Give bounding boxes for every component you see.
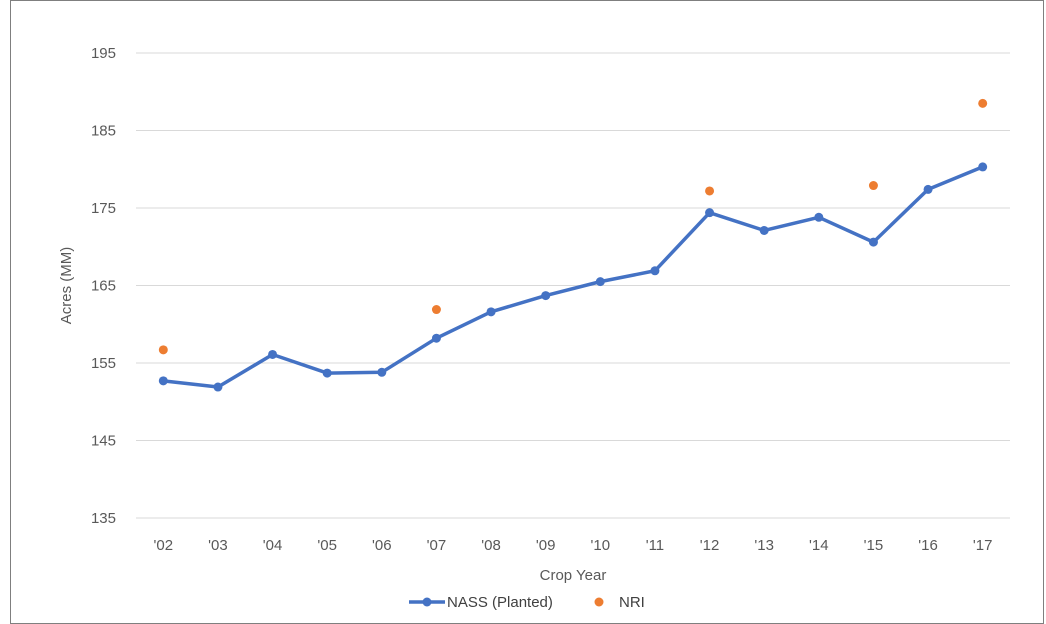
y-tick-label: 185: [91, 123, 116, 140]
series-nass-planted: [158, 162, 988, 392]
x-tick-label: '16: [918, 537, 938, 554]
x-tick-label: '04: [263, 537, 283, 554]
x-tick-label: '02: [154, 537, 174, 554]
x-tick-label: '08: [481, 537, 501, 554]
y-axis-tick-labels: 135 145 155 165 175 185 195: [91, 45, 116, 527]
x-tick-label: '15: [864, 537, 884, 554]
x-axis-tick-labels: '02 '03 '04 '05 '06 '07 '08 '09 '10 '11 '12 '13 '14 '…: [154, 537, 993, 554]
y-axis-title: Acres (MM): [58, 247, 75, 325]
x-tick-label: '13: [754, 537, 774, 554]
series-layer: [158, 98, 988, 392]
legend-swatch-marker: [422, 597, 432, 607]
data-point: [541, 291, 551, 301]
x-tick-label: '14: [809, 537, 829, 554]
data-point: [978, 162, 988, 172]
chart-frame: [10, 0, 1044, 624]
legend-swatch-marker: [594, 597, 604, 607]
x-axis-title: Crop Year: [540, 567, 607, 584]
x-tick-label: '11: [646, 537, 664, 554]
data-point: [158, 345, 168, 355]
data-point: [486, 307, 496, 317]
data-point: [978, 98, 988, 108]
data-point: [322, 368, 332, 378]
data-point: [213, 382, 223, 392]
x-tick-label: '07: [427, 537, 447, 554]
data-point: [158, 376, 168, 386]
x-tick-label: '06: [372, 537, 392, 554]
data-point: [759, 225, 769, 235]
data-point: [650, 266, 660, 276]
legend-label: NASS (Planted): [447, 594, 553, 611]
x-tick-label: '09: [536, 537, 556, 554]
data-point: [431, 333, 441, 343]
y-tick-label: 195: [91, 45, 116, 62]
data-point: [268, 349, 278, 359]
data-point: [431, 305, 441, 315]
data-point: [814, 212, 824, 222]
y-tick-label: 155: [91, 355, 116, 372]
gridlines: [136, 52, 1010, 519]
data-point: [705, 208, 715, 218]
series-nri: [158, 98, 988, 355]
x-tick-label: '17: [973, 537, 993, 554]
x-tick-label: '12: [700, 537, 720, 554]
y-tick-label: 145: [91, 433, 116, 450]
legend-item: NASS (Planted): [409, 594, 553, 611]
x-tick-label: '10: [591, 537, 611, 554]
data-point: [868, 181, 878, 191]
y-tick-label: 135: [91, 510, 116, 527]
legend: NASS (Planted) NRI: [409, 594, 645, 611]
x-tick-label: '05: [317, 537, 337, 554]
x-tick-label: '03: [208, 537, 228, 554]
series-line: [161, 165, 985, 389]
legend-item: NRI: [594, 594, 645, 611]
data-point: [923, 184, 933, 194]
y-tick-label: 175: [91, 200, 116, 217]
data-point: [595, 277, 605, 287]
y-tick-label: 165: [91, 278, 116, 295]
data-point: [868, 237, 878, 247]
legend-label: NRI: [619, 594, 645, 611]
data-point: [705, 186, 715, 196]
data-point: [377, 367, 387, 377]
